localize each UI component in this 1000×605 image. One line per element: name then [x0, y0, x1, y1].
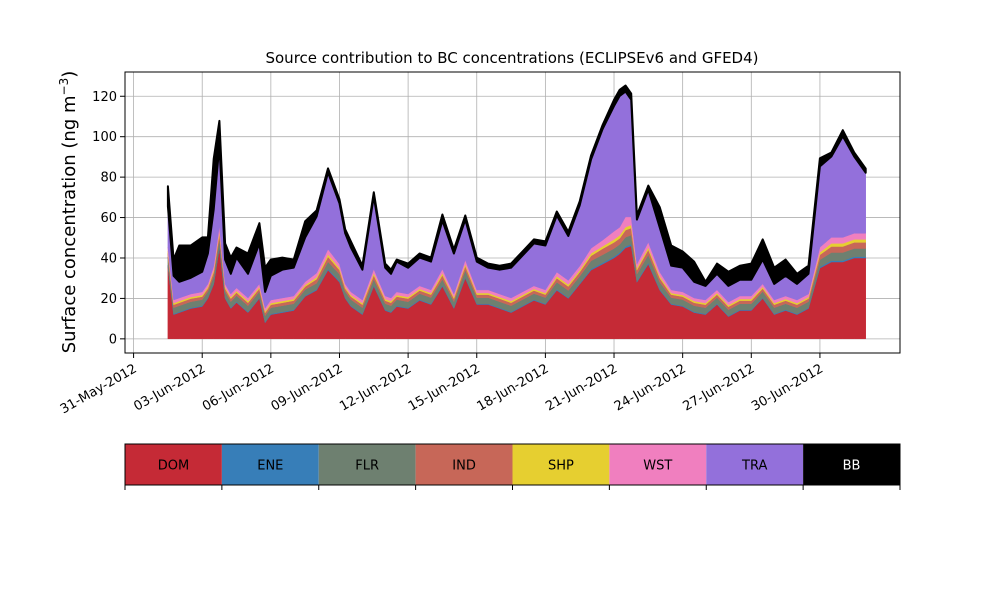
x-tick-label: 15-Jun-2012	[406, 361, 483, 414]
x-tick-label: 27-Jun-2012	[680, 361, 757, 414]
legend-swatch-wst	[609, 444, 707, 485]
legend-swatch-ene	[221, 444, 319, 485]
legend-label-dom: DOM	[158, 459, 189, 474]
x-tick-label: 09-Jun-2012	[269, 361, 346, 414]
y-axis-label: Surface concentration (ng m−3)	[57, 71, 80, 354]
x-tick-label: 06-Jun-2012	[200, 361, 277, 414]
legend-label-flr: FLR	[355, 459, 379, 474]
legend-swatch-flr	[318, 444, 416, 485]
y-tick-label: 40	[100, 251, 117, 266]
x-tick-label: 12-Jun-2012	[337, 361, 414, 414]
legend-label-bb: BB	[843, 459, 861, 474]
stacked-areas	[166, 84, 867, 340]
y-tick-label: 100	[92, 130, 117, 145]
legend-label-ene: ENE	[257, 459, 283, 474]
y-tick-label: 60	[100, 211, 117, 226]
legend-label-ind: IND	[452, 459, 476, 474]
legend: DOM ENE FLR IND SHP WST TRA BB	[124, 443, 901, 490]
legend-label-wst: WST	[643, 459, 672, 474]
chart-title: Source contribution to BC concentrations…	[265, 49, 758, 67]
y-tick-label: 0	[109, 332, 117, 347]
x-tick-label: 03-Jun-2012	[131, 361, 208, 414]
y-tick-label: 120	[92, 90, 117, 105]
plot-frame	[124, 71, 901, 354]
y-axis: 0 20 40 60 80 100 120	[92, 90, 125, 347]
y-tick-label: 20	[100, 292, 117, 307]
y-tick-label: 80	[100, 171, 117, 186]
x-tick-label: 21-Jun-2012	[543, 361, 620, 414]
x-tick-label: 30-Jun-2012	[749, 361, 826, 414]
legend-swatch-ind	[415, 444, 513, 485]
x-tick-label: 18-Jun-2012	[475, 361, 552, 414]
x-tick-label: 24-Jun-2012	[612, 361, 689, 414]
area-bb	[166, 84, 867, 293]
legend-label-shp: SHP	[548, 459, 574, 474]
legend-swatch-bb	[803, 444, 900, 485]
x-tick-label: 31-May-2012	[58, 361, 140, 417]
legend-swatch-shp	[512, 444, 610, 485]
legend-swatch-dom	[125, 444, 222, 485]
legend-swatch-tra	[706, 444, 804, 485]
x-axis: 31-May-201203-Jun-201206-Jun-201209-Jun-…	[58, 353, 826, 417]
legend-label-tra: TRA	[741, 459, 767, 474]
